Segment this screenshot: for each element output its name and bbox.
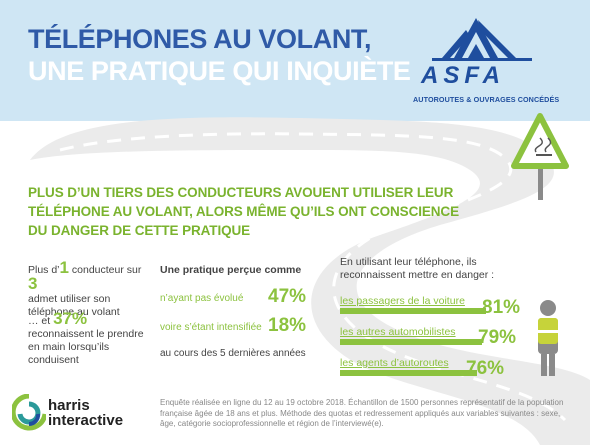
perception-label-1: n’ayant pas évolué [160, 293, 244, 304]
perception-label-2: voire s’étant intensifiée [160, 322, 262, 333]
danger-bar-1 [340, 308, 486, 314]
page-title-line1: TÉLÉPHONES AU VOLANT, [28, 24, 372, 54]
harris-interactive-wordmark: harris interactive [48, 397, 124, 429]
danger-label-3: les agents d’autoroutes [340, 357, 449, 369]
danger-value-3: 76% [466, 358, 505, 379]
danger-value-2: 79% [478, 327, 517, 348]
logo-tagline: AUTOROUTES & OUVRAGES CONCÉDÉS [413, 95, 560, 104]
harris-interactive-logo-icon [12, 394, 46, 431]
page-title-line2: UNE PRATIQUE QUI INQUIÈTE [28, 56, 411, 86]
sign-post [538, 160, 543, 200]
warning-sign-icon [511, 113, 569, 169]
perception-value-1: 47% [268, 286, 307, 307]
danger-title: En utilisant leur téléphone, ils reconna… [340, 256, 495, 281]
stat-37-percent: … et 37% reconnaissent le prendre en mai… [28, 309, 144, 366]
danger-bar-3 [340, 370, 477, 376]
main-headline: PLUS D’UN TIERS DES CONDUCTEURS AVOUENT … [28, 185, 459, 238]
logo-wordmark: ASFA [421, 62, 506, 89]
danger-label-2: les autres automobilistes [340, 326, 456, 338]
stat-one-in-three: Plus d’1 conducteur sur 3 admet utiliser… [28, 258, 142, 318]
perception-value-2: 18% [268, 315, 307, 336]
danger-label-1: les passagers de la voiture [340, 295, 465, 307]
perception-title: Une pratique perçue comme [160, 264, 302, 276]
road-worker-icon [538, 300, 558, 376]
danger-bar-2 [340, 339, 482, 345]
survey-footnote: Enquête réalisée en ligne du 12 au 19 oc… [160, 398, 564, 428]
asfa-logo-icon [432, 18, 532, 61]
perception-footer: au cours des 5 dernières années [160, 348, 306, 359]
danger-value-1: 81% [482, 297, 521, 318]
